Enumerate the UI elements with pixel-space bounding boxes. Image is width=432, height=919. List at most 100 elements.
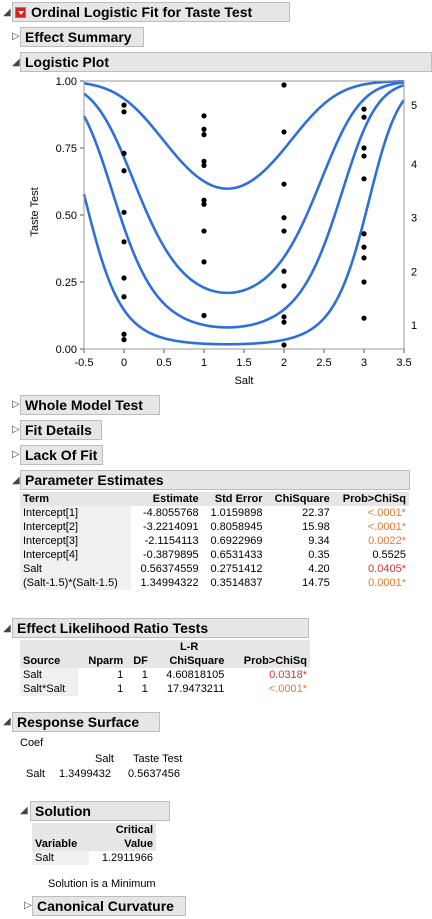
data-point bbox=[121, 331, 127, 337]
canonical-curvature-label: Canonical Curvature bbox=[37, 898, 174, 914]
parameter-estimates-header[interactable]: Parameter Estimates bbox=[20, 470, 410, 490]
cell-chisq: 15.98 bbox=[302, 521, 330, 533]
collapse-triangle-icon[interactable]: ◢ bbox=[12, 475, 20, 486]
whole-model-test-label: Whole Model Test bbox=[25, 397, 143, 413]
fitted-curve-3 bbox=[83, 81, 405, 295]
table-row: Intercept[4] -0.3879895 0.6531433 0.35 0.552… bbox=[20, 548, 409, 562]
response-surface-header[interactable]: Response Surface bbox=[12, 712, 160, 732]
parameter-estimates-label: Parameter Estimates bbox=[25, 472, 164, 488]
col-header-blank-3 bbox=[126, 640, 151, 654]
collapse-triangle-icon[interactable]: ◢ bbox=[3, 716, 11, 727]
data-point bbox=[361, 244, 367, 250]
cell-source: Salt bbox=[20, 668, 78, 682]
cell-prob: 0.0022* bbox=[368, 535, 406, 547]
fitted-curve-2 bbox=[82, 83, 405, 329]
cell-df: 1 bbox=[141, 669, 148, 681]
data-point bbox=[121, 294, 127, 300]
response-surface-label: Response Surface bbox=[17, 714, 140, 730]
response-level-label: 2 bbox=[411, 266, 417, 278]
lack-of-fit-label: Lack Of Fit bbox=[25, 447, 98, 463]
cell-stderr: 0.2751412 bbox=[210, 563, 263, 575]
data-point bbox=[121, 275, 127, 281]
cell-term: Intercept[2] bbox=[20, 520, 131, 534]
expand-triangle-icon[interactable]: ▷ bbox=[12, 399, 20, 410]
col-header-critical: Critical bbox=[115, 824, 153, 836]
fitted-curve-1 bbox=[82, 99, 406, 346]
table-row: (Salt-1.5)*(Salt-1.5) 1.34994322 0.3514837… bbox=[20, 576, 409, 590]
data-point bbox=[361, 176, 367, 182]
x-tick-label: 0.5 bbox=[156, 357, 171, 369]
table-header-row: L-R bbox=[20, 640, 310, 654]
data-point bbox=[281, 268, 287, 274]
cell-prob: 0.0318* bbox=[269, 669, 307, 681]
cell-term: (Salt-1.5)*(Salt-1.5) bbox=[20, 576, 131, 590]
effect-lr-tests-label: Effect Likelihood Ratio Tests bbox=[17, 620, 209, 636]
cell-stderr: 0.6531433 bbox=[210, 549, 263, 561]
solution-header[interactable]: Solution bbox=[30, 801, 170, 821]
expand-triangle-icon[interactable]: ▷ bbox=[12, 449, 20, 460]
cell-stderr: 1.0159898 bbox=[210, 507, 263, 519]
col-header-blank-1 bbox=[20, 640, 78, 654]
col-header-term: Term bbox=[23, 493, 50, 505]
y-tick-label: 1.00 bbox=[56, 76, 77, 88]
parameter-estimates-table: Term Estimate Std Error ChiSquare Prob>C… bbox=[20, 492, 409, 590]
effect-lr-tests-header[interactable]: Effect Likelihood Ratio Tests bbox=[12, 618, 309, 638]
col-header-nparm: Nparm bbox=[88, 655, 124, 667]
collapse-triangle-icon[interactable]: ◢ bbox=[3, 7, 11, 18]
logistic-plot-header[interactable]: Logistic Plot bbox=[20, 52, 432, 72]
data-point bbox=[121, 102, 127, 108]
cell-prob: 0.0405* bbox=[368, 563, 406, 575]
col-header-prob: Prob>ChiSq bbox=[243, 655, 307, 667]
cell-chisq: 14.75 bbox=[302, 577, 330, 589]
data-point bbox=[361, 106, 367, 112]
collapse-triangle-icon[interactable]: ◢ bbox=[20, 805, 28, 816]
effect-summary-label: Effect Summary bbox=[25, 29, 132, 45]
cell-estimate: 0.56374559 bbox=[140, 563, 199, 575]
col-header-prob: Prob>ChiSq bbox=[342, 493, 406, 505]
col-header-chisquare: ChiSquare bbox=[169, 655, 225, 667]
cell-chisq: 9.34 bbox=[308, 535, 330, 547]
data-point bbox=[201, 132, 207, 138]
table-row: Salt*Salt 1 1 17.9473211 <.0001* bbox=[20, 682, 310, 696]
collapse-triangle-icon[interactable]: ◢ bbox=[12, 57, 20, 68]
collapse-triangle-icon[interactable]: ◢ bbox=[3, 623, 11, 634]
expand-triangle-icon[interactable]: ▷ bbox=[12, 31, 20, 42]
response-level-label: 4 bbox=[411, 159, 417, 171]
x-tick-label: 1.5 bbox=[236, 357, 251, 369]
expand-triangle-icon[interactable]: ▷ bbox=[12, 424, 20, 435]
canonical-curvature-header[interactable]: Canonical Curvature bbox=[32, 896, 186, 916]
effect-lr-tests-table: L-R Source Nparm DF ChiSquare Prob>ChiSq… bbox=[20, 640, 310, 696]
coef-label: Coef bbox=[20, 737, 44, 749]
data-point bbox=[361, 145, 367, 151]
rs-row-label-salt: Salt bbox=[26, 768, 45, 780]
data-point bbox=[201, 259, 207, 265]
cell-chisq: 4.60818105 bbox=[166, 669, 225, 681]
cell-estimate: -3.2214091 bbox=[142, 521, 199, 533]
data-point bbox=[361, 315, 367, 321]
table-row: Intercept[3] -2.1154113 0.6922969 9.34 0.002… bbox=[20, 534, 409, 548]
cell-chisq: 17.9473211 bbox=[167, 683, 225, 695]
cell-term: Intercept[3] bbox=[20, 534, 131, 548]
fit-details-header[interactable]: Fit Details bbox=[20, 420, 102, 440]
col-header-df: DF bbox=[133, 655, 148, 667]
cell-stderr: 0.3514837 bbox=[210, 577, 263, 589]
whole-model-test-header[interactable]: Whole Model Test bbox=[20, 395, 160, 415]
expand-triangle-icon[interactable]: ▷ bbox=[24, 900, 32, 911]
cell-stderr: 0.8058945 bbox=[210, 521, 263, 533]
data-point bbox=[201, 312, 207, 319]
red-triangle-menu-icon[interactable] bbox=[15, 7, 26, 18]
lack-of-fit-header[interactable]: Lack Of Fit bbox=[20, 445, 103, 465]
col-header-blank-4 bbox=[227, 640, 310, 654]
col-header-blank-2 bbox=[78, 640, 127, 654]
cell-term: Salt bbox=[20, 562, 131, 576]
data-point bbox=[281, 342, 287, 348]
table-header-row: Term Estimate Std Error ChiSquare Prob>C… bbox=[20, 492, 409, 506]
cell-prob: 0.0001* bbox=[368, 577, 406, 589]
logistic-plot-label: Logistic Plot bbox=[25, 54, 109, 70]
col-header-value: Value bbox=[124, 838, 153, 850]
data-point bbox=[201, 201, 207, 207]
data-point bbox=[361, 279, 367, 285]
cell-estimate: -4.8055768 bbox=[142, 507, 199, 519]
effect-summary-header[interactable]: Effect Summary bbox=[20, 27, 144, 47]
data-point bbox=[201, 113, 207, 119]
